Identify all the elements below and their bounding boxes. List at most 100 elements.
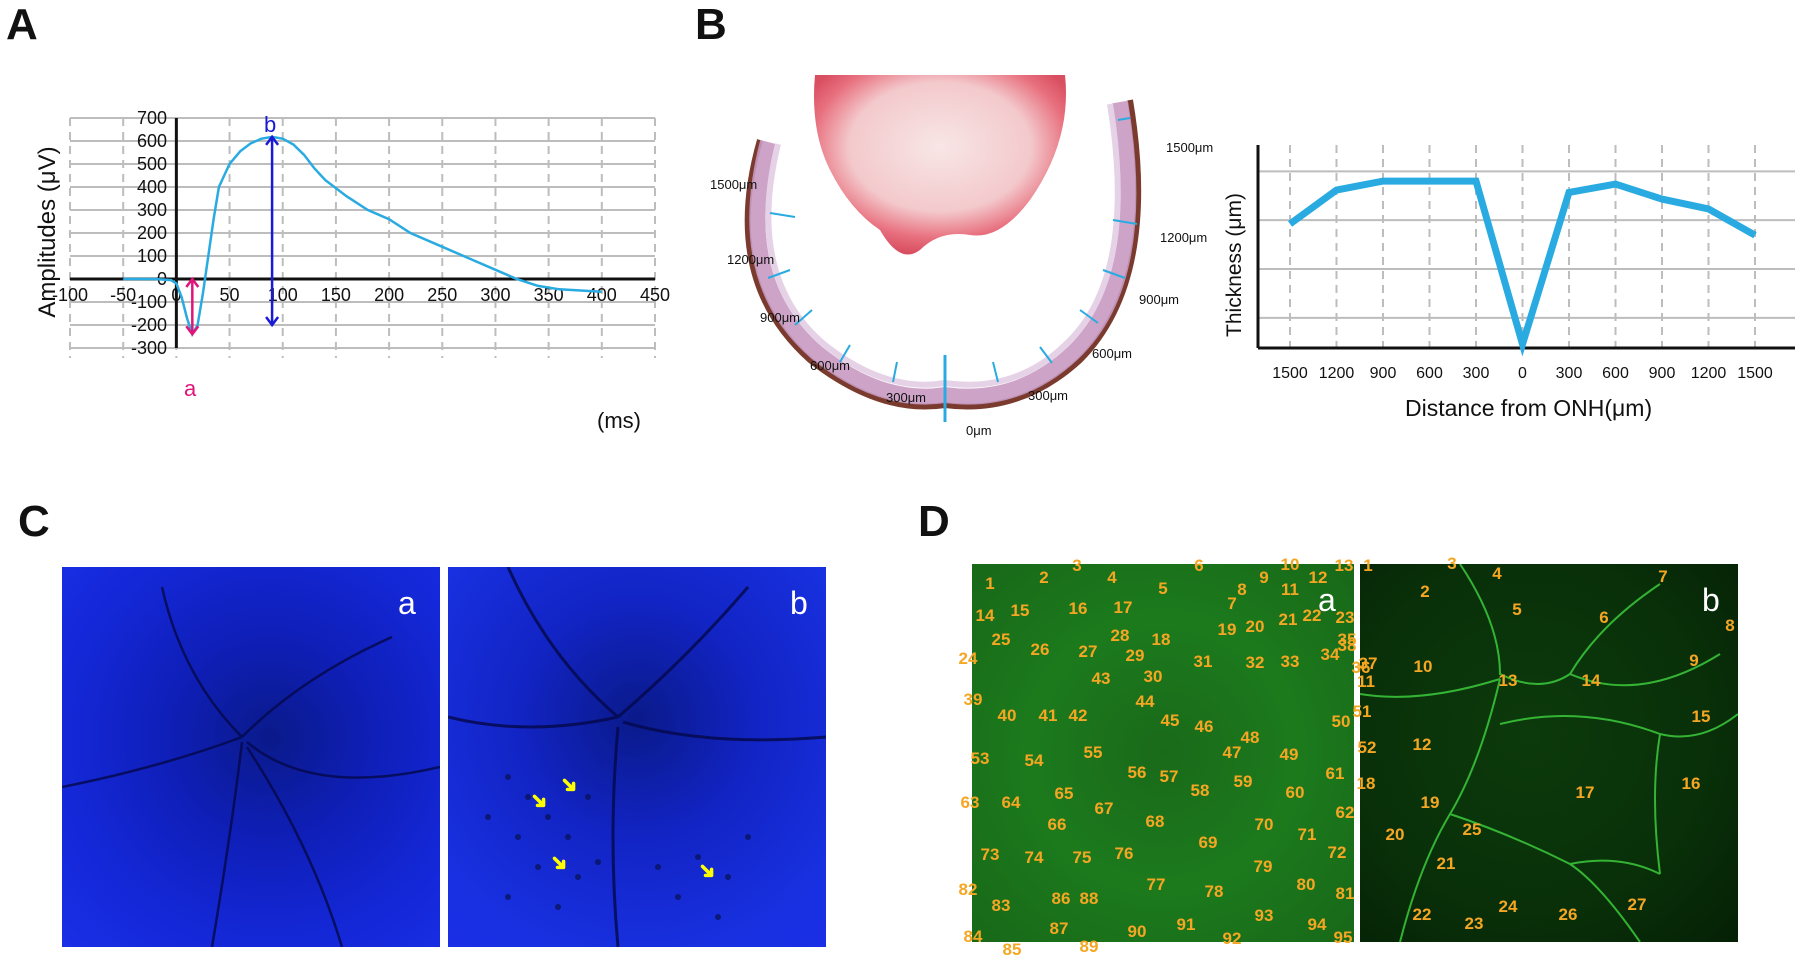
cell-number-label: 38 [1337,636,1357,655]
cell-number-label: 59 [1233,772,1253,791]
cell-number-label: 12 [1412,735,1432,754]
cell-number-label: 1 [985,574,995,593]
y-tick-label: 100 [137,246,167,266]
micrograph-d-tag-b: b [1702,582,1720,618]
cell-number-label: 85 [1002,940,1022,959]
crack-lines-a [62,586,440,947]
scale-label-right-900: 900μm [1139,292,1180,307]
scale-label-left-300: 300μm [886,390,927,405]
x-tick-label: 400 [587,285,617,305]
cell-number-label: 17 [1113,598,1133,617]
cell-number-label: 25 [991,630,1011,649]
thickness-x-axis-label: Distance from ONH(μm) [1405,395,1653,421]
cell-number-label: 2 [1420,582,1430,601]
cell-number-label: 93 [1254,906,1274,925]
cell-number-label: 33 [1280,652,1300,671]
cell-number-label: 24 [958,649,978,668]
cell-number-label: 43 [1091,669,1111,688]
cell-number-label: 25 [1462,820,1482,839]
cell-number-label: 10 [1280,555,1300,574]
cell-number-label: 82 [958,880,978,899]
y-tick-label: 200 [137,223,167,243]
y-tick-label: 700 [137,108,167,128]
panel-label-d: D [918,497,950,546]
b-wave-arrow-head-start [265,316,280,328]
cell-number-label: 80 [1296,875,1316,894]
cell-number-label: 5 [1158,579,1168,598]
cell-number-label: 92 [1222,929,1242,948]
x-tick-label: -100 [52,285,88,305]
cell-number-label: 11 [1357,672,1375,691]
cell-number-label: 29 [1125,646,1145,665]
cell-number-label: 40 [997,706,1017,725]
cell-number-label: 10 [1413,657,1433,676]
cell-number-label: 18 [1151,630,1171,649]
cell-number-label: 6 [1194,556,1204,575]
cell-number-label: 7 [1227,594,1237,613]
cell-number-label: 78 [1204,882,1224,901]
x-unit-label: (ms) [597,408,641,433]
cell-number-label: 3 [1072,556,1082,575]
cell-number-label: 6 [1599,608,1609,627]
cell-number-label: 3 [1447,554,1457,573]
cell-number-label: 66 [1047,815,1067,834]
cell-number-label: 22 [1412,905,1432,924]
x-tick-label: 600 [1602,365,1629,382]
cell-number-label: 71 [1297,825,1317,844]
x-tick-label: 300 [1463,365,1490,382]
lens-shape [814,75,1066,255]
cell-number-label: 20 [1385,825,1405,844]
b-wave-arrow-head-end [265,134,280,146]
cell-number-label: 65 [1054,784,1074,803]
cell-number-label: 56 [1127,763,1147,782]
y-tick-label: -100 [131,292,167,312]
x-tick-label: 0 [1518,365,1527,382]
cell-number-label: 36 [1351,658,1371,677]
cell-number-label: 76 [1114,844,1134,863]
cell-number-label: 4 [1107,568,1117,587]
cell-number-label: 50 [1331,712,1351,731]
cell-number-label: 27 [1627,895,1647,914]
cell-number-label: 64 [1001,793,1021,812]
cell-number-label: 53 [970,749,990,768]
micrograph-d-b [1360,564,1738,942]
cell-number-label: 87 [1049,919,1069,938]
x-tick-label: 450 [640,285,670,305]
cell-number-label: 75 [1072,848,1092,867]
cell-number-label: 39 [963,690,983,709]
cell-number-label: 18 [1356,774,1376,793]
cell-number-label: 16 [1068,599,1088,618]
cell-number-label: 30 [1143,667,1163,686]
cell-number-label: 73 [980,845,1000,864]
cell-number-label: 26 [1030,640,1050,659]
cell-number-label: 91 [1176,915,1196,934]
a-wave-arrow-head-end [185,325,200,337]
cell-number-label: 5 [1512,600,1522,619]
cell-number-label: 86 [1051,889,1071,908]
erg-amplitude-chart: 7006005004003002001000-100-200-300-100-5… [52,108,670,358]
y-tick-label: 500 [137,154,167,174]
scale-label-left-600: 600μm [810,358,851,373]
crack-lines-b [448,567,826,947]
cell-number-label: 54 [1024,751,1044,770]
cell-number-label: 77 [1146,875,1166,894]
cell-number-label: 55 [1083,743,1103,762]
cell-number-label: 69 [1198,833,1218,852]
cell-number-label: 26 [1558,905,1578,924]
cell-number-label: 32 [1245,653,1265,672]
scale-label-left-1200: 1200μm [727,252,775,267]
cell-number-label: 70 [1254,815,1274,834]
micrograph-c-a [62,567,440,947]
cell-number-label: 81 [1335,884,1355,903]
cell-number-label: 24 [1498,897,1518,916]
cell-number-label: 11 [1281,580,1299,599]
x-tick-label: 600 [1416,365,1443,382]
x-tick-label: 100 [268,285,298,305]
x-tick-label: 200 [374,285,404,305]
cell-number-label: 9 [1259,568,1269,587]
cell-number-label: 19 [1420,793,1440,812]
scale-label-center: 0μm [966,423,992,438]
cell-number-label: 28 [1110,626,1130,645]
scale-label-right-600: 600μm [1092,346,1133,361]
x-tick-label: -50 [110,285,136,305]
